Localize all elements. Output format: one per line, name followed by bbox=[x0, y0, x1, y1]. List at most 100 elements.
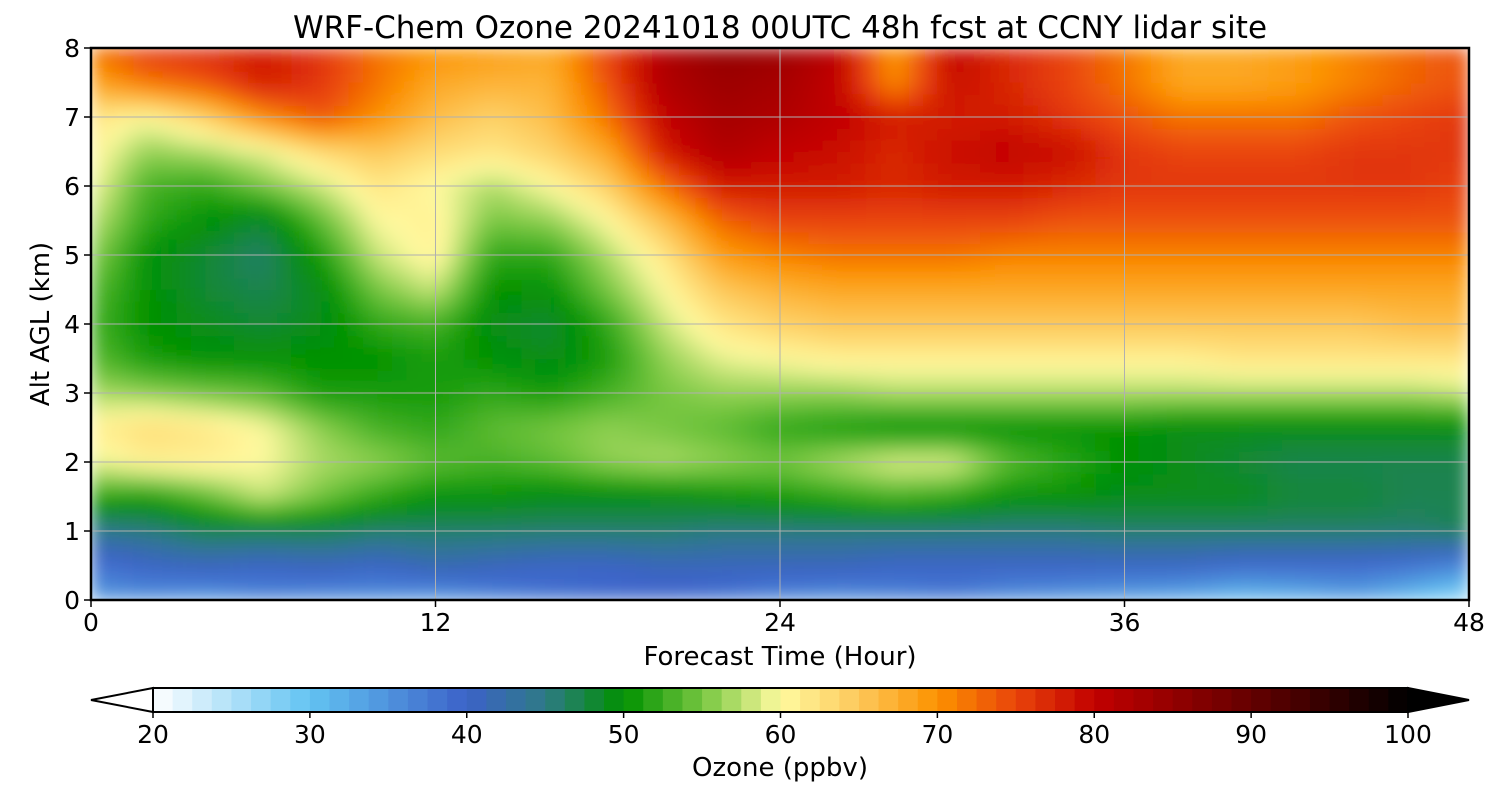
ozone-cell bbox=[707, 518, 724, 532]
ozone-cell bbox=[1367, 162, 1384, 176]
ozone-cell bbox=[1296, 541, 1312, 555]
ozone-cell bbox=[449, 81, 465, 95]
ozone-cell bbox=[205, 461, 221, 475]
ozone-cell bbox=[836, 507, 853, 521]
ozone-cell bbox=[750, 495, 767, 509]
ozone-cell bbox=[607, 449, 623, 463]
ozone-cell bbox=[1066, 495, 1083, 509]
ozone-cell bbox=[535, 380, 551, 394]
ozone-cell bbox=[808, 461, 824, 475]
ozone-cell bbox=[1367, 242, 1384, 256]
ozone-cell bbox=[104, 334, 121, 348]
ozone-cell bbox=[894, 495, 910, 509]
ozone-cell bbox=[205, 173, 221, 187]
ozone-cell bbox=[420, 150, 437, 164]
ozone-cell bbox=[1410, 553, 1427, 567]
ozone-cell bbox=[937, 173, 953, 187]
ozone-cell bbox=[736, 219, 752, 233]
ozone-cell bbox=[104, 185, 121, 199]
ozone-cell bbox=[521, 380, 537, 394]
ozone-cell bbox=[305, 461, 322, 475]
ozone-cell bbox=[1123, 323, 1140, 337]
ozone-cell bbox=[980, 127, 996, 141]
ozone-cell bbox=[1066, 415, 1083, 429]
ozone-cell bbox=[808, 553, 824, 567]
ozone-cell bbox=[1224, 530, 1240, 544]
ozone-cell bbox=[1324, 58, 1341, 72]
ozone-cell bbox=[1052, 403, 1068, 417]
ozone-cell bbox=[477, 139, 494, 153]
ozone-cell bbox=[1281, 219, 1298, 233]
ozone-cell bbox=[320, 48, 336, 61]
ozone-cell bbox=[348, 48, 365, 61]
colorbar-swatch bbox=[211, 688, 233, 712]
ozone-cell bbox=[793, 311, 810, 325]
ozone-cell bbox=[1281, 369, 1298, 383]
ozone-cell bbox=[1023, 48, 1039, 61]
ozone-cell bbox=[1324, 461, 1341, 475]
ozone-cell bbox=[1095, 576, 1111, 590]
ozone-cell bbox=[822, 495, 839, 509]
ozone-cell bbox=[1095, 449, 1111, 463]
ozone-cell bbox=[91, 70, 106, 84]
ozone-cell bbox=[1396, 323, 1413, 337]
ozone-cell bbox=[1339, 139, 1355, 153]
ozone-cell bbox=[262, 576, 279, 590]
ozone-cell bbox=[348, 518, 365, 532]
ozone-cell bbox=[91, 288, 106, 302]
ozone-cell bbox=[1009, 553, 1025, 567]
ozone-cell bbox=[492, 81, 508, 95]
ozone-cell bbox=[1052, 426, 1068, 440]
ozone-cell bbox=[678, 541, 695, 555]
ozone-cell bbox=[793, 541, 810, 555]
ozone-cell bbox=[951, 173, 968, 187]
ozone-cell bbox=[851, 81, 867, 95]
ozone-cell bbox=[91, 507, 106, 521]
ozone-cell bbox=[205, 415, 221, 429]
ozone-cell bbox=[521, 81, 537, 95]
ozone-cell bbox=[377, 93, 394, 107]
ozone-cell bbox=[822, 576, 839, 590]
ozone-cell bbox=[1324, 288, 1341, 302]
ozone-cell bbox=[119, 461, 135, 475]
ozone-cell bbox=[650, 70, 666, 84]
ozone-cell bbox=[1353, 231, 1370, 245]
ozone-cell bbox=[248, 461, 264, 475]
ozone-cell bbox=[1080, 81, 1097, 95]
ozone-cell bbox=[1181, 104, 1197, 118]
ozone-cell bbox=[521, 449, 537, 463]
ozone-cell bbox=[721, 415, 738, 429]
ozone-cell bbox=[937, 93, 953, 107]
ozone-cell bbox=[521, 277, 537, 291]
ozone-cell bbox=[104, 323, 121, 337]
ozone-cell bbox=[1396, 484, 1413, 498]
ozone-cell bbox=[721, 208, 738, 222]
ozone-cell bbox=[635, 564, 652, 578]
ozone-cell bbox=[721, 150, 738, 164]
ozone-cell bbox=[908, 311, 925, 325]
ozone-cell bbox=[966, 369, 982, 383]
ozone-cell bbox=[908, 173, 925, 187]
ozone-cell bbox=[406, 553, 422, 567]
ozone-cell bbox=[521, 219, 537, 233]
ozone-cell bbox=[879, 564, 896, 578]
ozone-cell bbox=[1066, 472, 1083, 486]
ozone-cell bbox=[678, 392, 695, 406]
ozone-cell bbox=[1253, 553, 1269, 567]
ozone-cell bbox=[348, 426, 365, 440]
ozone-cell bbox=[822, 162, 839, 176]
ozone-cell bbox=[1080, 564, 1097, 578]
ozone-cell bbox=[420, 334, 437, 348]
ozone-cell bbox=[506, 265, 523, 279]
ozone-cell bbox=[262, 334, 279, 348]
ozone-cell bbox=[693, 587, 709, 600]
ozone-cell bbox=[291, 265, 307, 279]
ozone-cell bbox=[1281, 495, 1298, 509]
ozone-cell bbox=[176, 58, 193, 72]
ozone-cell bbox=[1353, 553, 1370, 567]
ozone-cell bbox=[320, 380, 336, 394]
ozone-cell bbox=[1195, 380, 1212, 394]
ozone-cell bbox=[1310, 380, 1327, 394]
ozone-cell bbox=[607, 484, 623, 498]
ozone-cell bbox=[391, 518, 408, 532]
